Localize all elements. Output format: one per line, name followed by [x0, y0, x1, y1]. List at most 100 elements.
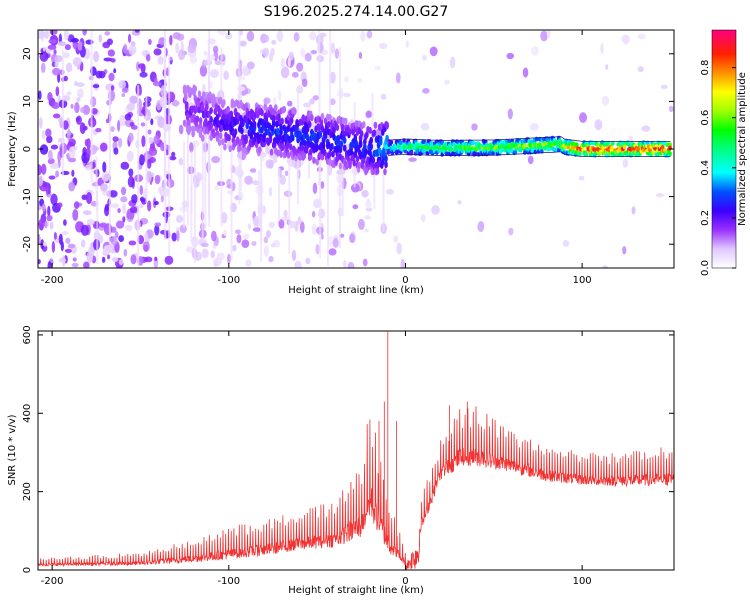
ridge-cell	[271, 114, 276, 122]
heat-cell	[265, 143, 271, 155]
heat-cell	[283, 190, 293, 197]
heat-cell	[91, 107, 98, 115]
heat-cell	[95, 70, 103, 79]
spectrogram-heatmap	[38, 30, 674, 268]
heat-cell	[76, 97, 81, 102]
heat-cell	[139, 71, 148, 78]
heat-cell	[139, 185, 144, 196]
heat-cell	[120, 161, 130, 170]
heat-cell	[272, 96, 277, 107]
heat-cell	[429, 46, 438, 57]
heat-cell	[311, 210, 316, 218]
ridge-cell	[622, 144, 627, 150]
heat-cell	[280, 57, 285, 69]
heat-cell	[146, 158, 152, 169]
heat-cell	[86, 219, 95, 226]
heat-cell	[312, 95, 320, 101]
heat-cell	[186, 246, 194, 253]
heat-cell	[579, 112, 588, 123]
heat-cell	[268, 255, 274, 263]
heat-cell	[84, 139, 89, 147]
heat-cell	[62, 95, 71, 102]
ridge-cell	[204, 117, 208, 125]
heat-cell	[660, 84, 668, 90]
ridge-cell	[286, 151, 291, 159]
ridge-cell	[184, 101, 189, 109]
ridge-cell	[373, 121, 378, 129]
ridge-cell	[323, 129, 328, 137]
heat-streak	[163, 30, 166, 177]
heat-cell	[449, 56, 456, 69]
heat-cell	[100, 183, 108, 192]
heat-cell	[201, 83, 206, 94]
heat-cell	[50, 144, 59, 150]
heat-streak	[319, 118, 322, 259]
ridge-cell	[223, 143, 227, 151]
heat-cell	[63, 75, 68, 82]
x-tick-label: -200	[41, 576, 64, 587]
heat-cell	[80, 239, 86, 248]
heat-cell	[153, 48, 162, 56]
ridge-cell	[369, 136, 373, 144]
y-tick-label: 20	[22, 47, 33, 60]
heat-cell	[328, 235, 333, 248]
heat-cell	[38, 218, 46, 229]
heat-streak	[204, 135, 207, 228]
heat-streak	[278, 167, 281, 222]
ridge-cell	[300, 144, 305, 152]
x-tick-label: 0	[402, 275, 408, 286]
ridge-cell	[424, 142, 429, 147]
heat-cell	[622, 158, 629, 168]
ridge-cell	[348, 159, 352, 167]
heat-cell	[49, 30, 58, 35]
ridge-cell	[315, 158, 319, 166]
ridge-edge-upper	[387, 136, 671, 142]
heat-cell	[251, 180, 261, 186]
ridge-cell	[197, 90, 202, 98]
snr-series-line	[38, 331, 674, 570]
chart-title: S196.2025.274.14.00.G27	[264, 4, 449, 20]
ridge-cell	[660, 145, 665, 150]
heat-cell	[374, 65, 381, 71]
heat-cell	[244, 175, 253, 185]
ridge-cell	[668, 151, 672, 157]
ridge-cell	[339, 140, 344, 148]
heat-cell	[130, 41, 136, 47]
heat-cell	[168, 155, 177, 161]
heat-cell	[223, 229, 228, 237]
heat-cell	[128, 168, 134, 177]
heat-cell	[118, 259, 124, 266]
heat-cell	[105, 118, 110, 124]
heat-cell	[164, 255, 174, 265]
heat-cell	[118, 80, 127, 89]
heat-cell	[210, 250, 215, 259]
heat-cell	[242, 233, 250, 240]
heat-cell	[82, 30, 87, 36]
ridge-cell	[198, 122, 203, 130]
ridge-cell	[326, 120, 331, 128]
heat-cell	[67, 157, 77, 163]
colorbar-gradient	[711, 29, 737, 269]
y-tick-label: 400	[22, 404, 33, 423]
colorbar-tick-label: 0.4	[700, 160, 711, 176]
heat-cell	[118, 235, 125, 243]
heat-cell	[57, 41, 67, 47]
heat-cell	[110, 58, 116, 63]
ridge-cell	[425, 151, 430, 156]
heat-cell	[40, 62, 46, 73]
heat-cell	[227, 253, 231, 264]
heat-cell	[38, 164, 43, 176]
heat-cell	[578, 175, 585, 181]
heat-streak	[137, 85, 140, 267]
heat-cell	[471, 123, 478, 131]
ridge-cell	[307, 120, 312, 128]
ridge-cell	[200, 134, 205, 142]
heat-streak	[201, 142, 204, 243]
ridge-cell	[193, 85, 198, 93]
ridge-cell	[554, 139, 559, 145]
heat-cell	[249, 168, 257, 173]
heat-cell	[264, 34, 270, 43]
ridge-cell	[209, 122, 213, 130]
ridge-cell	[619, 141, 624, 146]
ridge-cell	[229, 110, 234, 118]
